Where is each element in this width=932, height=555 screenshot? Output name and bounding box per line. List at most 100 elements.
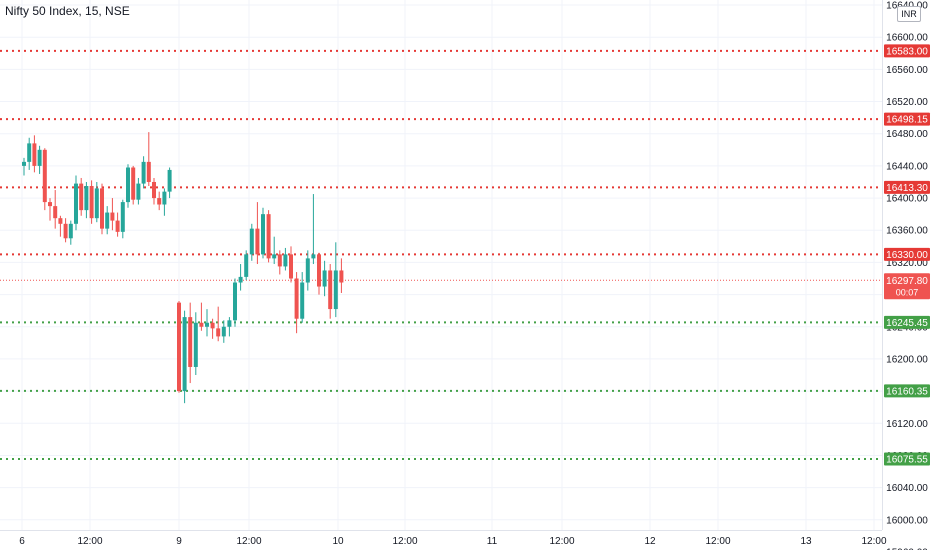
candle [205, 309, 209, 337]
candle [32, 135, 37, 173]
candle [177, 301, 181, 393]
candle [182, 310, 187, 404]
x-tick-label: 13 [800, 536, 812, 547]
candle-body [146, 161, 151, 182]
level-price-badge [884, 44, 930, 58]
x-tick-label: 9 [176, 536, 182, 547]
candle [221, 320, 226, 343]
candle [199, 302, 204, 331]
candle-body [322, 270, 327, 287]
candle-body [32, 143, 37, 166]
level-price-badge [884, 180, 930, 194]
x-tick-label: 6 [19, 536, 25, 547]
candle [227, 317, 232, 337]
candle-body [177, 302, 181, 392]
y-tick-label: 16200.00 [886, 354, 928, 365]
candle [162, 188, 167, 216]
candle-body [100, 188, 104, 229]
candle-body [244, 254, 249, 277]
candle-body [141, 161, 146, 184]
candle-body [22, 161, 26, 166]
price-axis[interactable]: 16640.0016600.0016560.0016520.0016480.00… [882, 0, 932, 555]
candle-body [227, 320, 232, 327]
candle-body [68, 223, 73, 239]
candle-body [37, 149, 42, 166]
candle-body [79, 183, 84, 211]
candle [68, 220, 73, 245]
candle-body [136, 183, 141, 200]
candle-body [27, 143, 32, 162]
y-tick-label: 16600.00 [886, 33, 928, 44]
candle-body [42, 149, 47, 203]
candle-body [238, 276, 243, 283]
candle [317, 252, 321, 295]
candle-body [305, 258, 310, 283]
time-axis[interactable]: 6 12:00 9 12:00 10 12:00 11 12:00 12 12:00 13 12:00 [0, 530, 887, 548]
candle [255, 202, 260, 265]
candle [294, 272, 299, 334]
candle [37, 145, 42, 174]
candle-body [105, 212, 110, 229]
candle [115, 212, 120, 237]
candle-body [216, 328, 221, 337]
candle [42, 148, 47, 211]
candle [277, 250, 282, 275]
candle-body [152, 181, 156, 199]
y-tick-label: 16360.00 [886, 226, 928, 237]
candle-body [210, 322, 215, 329]
candle-body [339, 270, 344, 283]
y-tick-label: 16400.00 [886, 194, 928, 205]
candle [131, 165, 136, 205]
candles [22, 132, 344, 404]
candle [210, 318, 215, 339]
candle-body [167, 169, 172, 192]
level-price-label: 16245.45 [886, 318, 928, 329]
y-tick-label: 16040.00 [886, 483, 928, 494]
candle-body [311, 254, 316, 259]
candle [311, 194, 316, 265]
horizontal-levels [0, 49, 882, 461]
x-tick-label: 12:00 [549, 536, 574, 547]
candle-body [333, 270, 338, 310]
candle [305, 250, 310, 291]
candle [333, 242, 338, 318]
candle [193, 312, 198, 376]
candle-body [131, 167, 136, 200]
x-tick-label: 12:00 [392, 536, 417, 547]
candle [238, 264, 243, 291]
chart-title: Nifty 50 Index, 15, NSE [5, 4, 130, 18]
y-tick-label: 16000.00 [886, 515, 928, 526]
candle-body [58, 218, 63, 224]
candle [328, 264, 333, 319]
candle [322, 260, 327, 297]
x-tick-label: 12:00 [861, 536, 886, 547]
candle [79, 177, 84, 216]
level-price-badge [884, 384, 930, 398]
level-price-label: 16413.30 [886, 183, 928, 194]
candle [105, 206, 110, 235]
candle [300, 272, 305, 323]
x-tick-label: 11 [487, 536, 498, 547]
candle [100, 183, 104, 235]
y-tick-label: 16440.00 [886, 161, 928, 172]
candle-body [328, 270, 333, 310]
candle [339, 258, 344, 293]
candle-body [110, 212, 115, 221]
level-price-badge [884, 315, 930, 329]
candle-body [294, 278, 299, 319]
last-price-label: 16297.80 [886, 276, 928, 287]
candle-body [277, 254, 282, 267]
candle-body [205, 322, 209, 327]
currency-badge[interactable]: INR [897, 6, 921, 22]
level-price-label: 16160.35 [886, 386, 928, 397]
candle [244, 250, 249, 281]
candle-body [249, 228, 254, 255]
candle-body [53, 206, 58, 219]
candle [152, 177, 156, 205]
candle [74, 175, 78, 231]
x-tick-label: 10 [332, 536, 344, 547]
candle-body [221, 326, 226, 337]
candle [84, 181, 89, 219]
